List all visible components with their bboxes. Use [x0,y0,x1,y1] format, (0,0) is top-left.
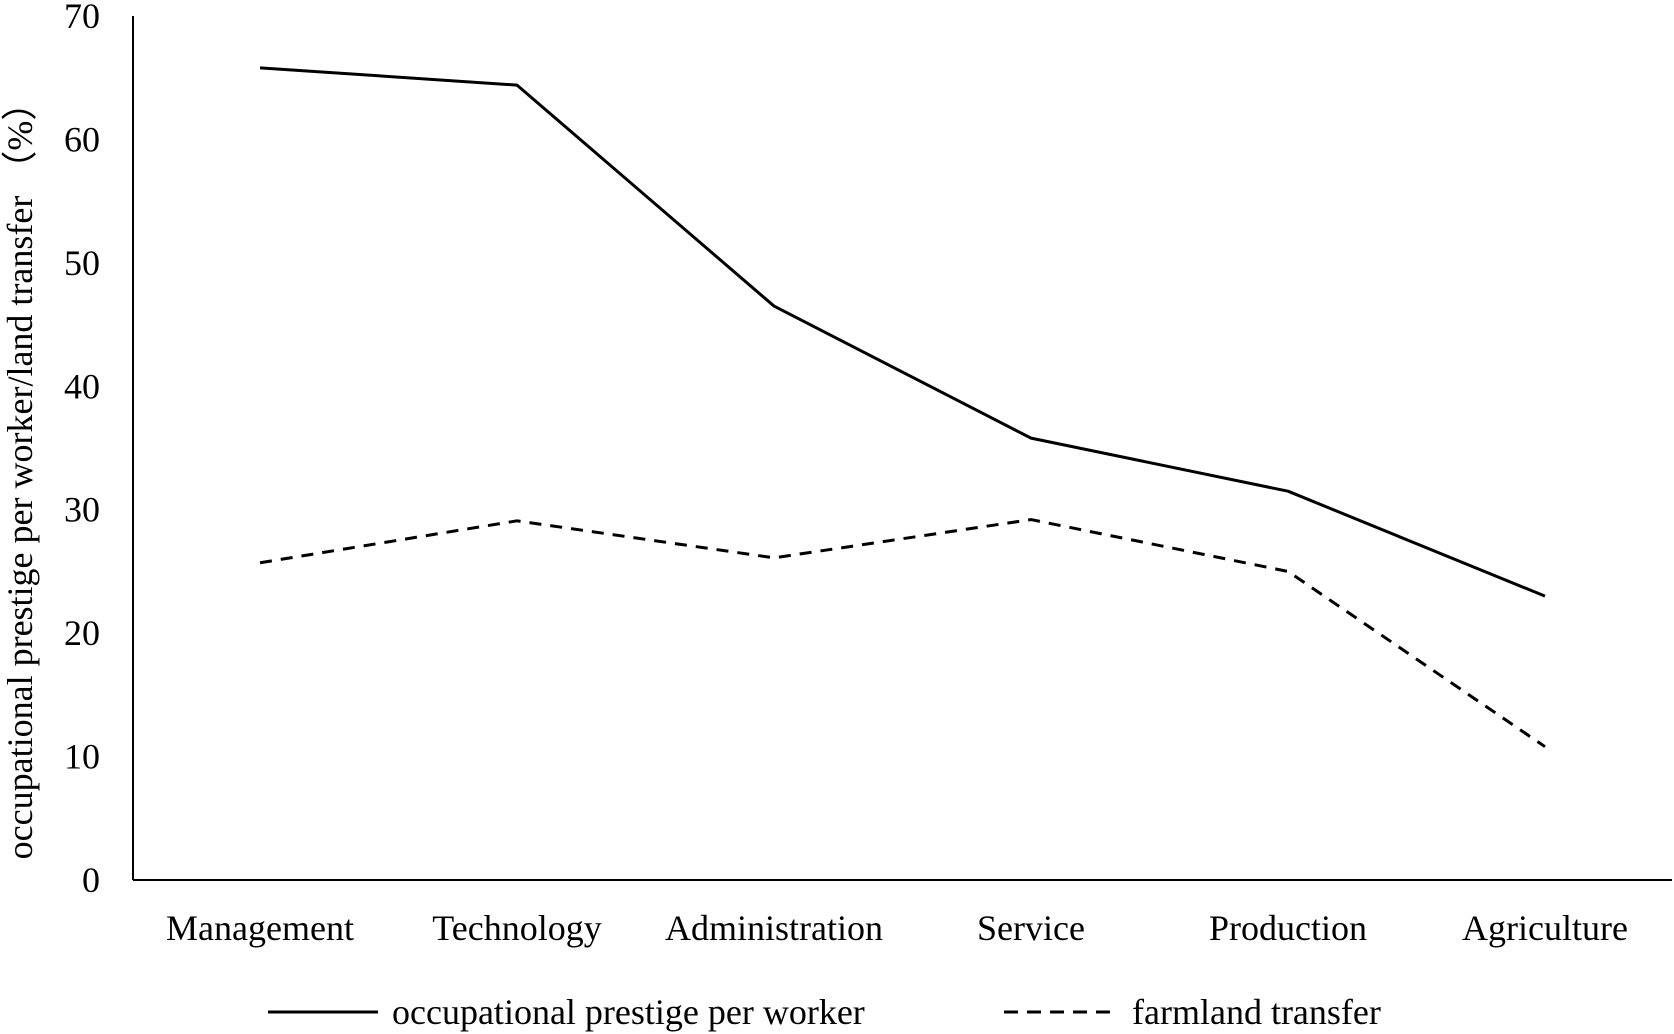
y-tick-label: 70 [64,0,100,36]
y-axis-title: occupational prestige per worker/land tr… [0,85,40,860]
legend: occupational prestige per worker farmland… [268,992,1381,1032]
y-tick-label: 50 [64,243,100,283]
x-axis-ticks: Management Technology Administration Servic… [166,908,1628,948]
series-layer [259,66,1546,748]
y-tick-label: 0 [82,860,100,900]
legend-label: occupational prestige per worker [392,992,865,1032]
y-axis-ticks: 0 10 20 30 40 50 60 70 [64,0,100,900]
x-tick-label: Service [977,908,1085,948]
x-tick-label: Administration [665,908,883,948]
x-tick-label: Production [1209,908,1367,948]
y-tick-label: 30 [64,490,100,530]
legend-label: farmland transfer [1132,992,1381,1032]
x-tick-label: Technology [432,908,601,948]
y-tick-label: 40 [64,366,100,406]
y-tick-label: 60 [64,119,100,159]
x-tick-label: Agriculture [1462,908,1628,948]
x-tick-label: Management [166,908,354,948]
y-tick-label: 10 [64,737,100,777]
y-tick-label: 20 [64,613,100,653]
series-line-occupational-prestige [259,66,1546,598]
series-line-farmland-transfer [259,518,1546,748]
